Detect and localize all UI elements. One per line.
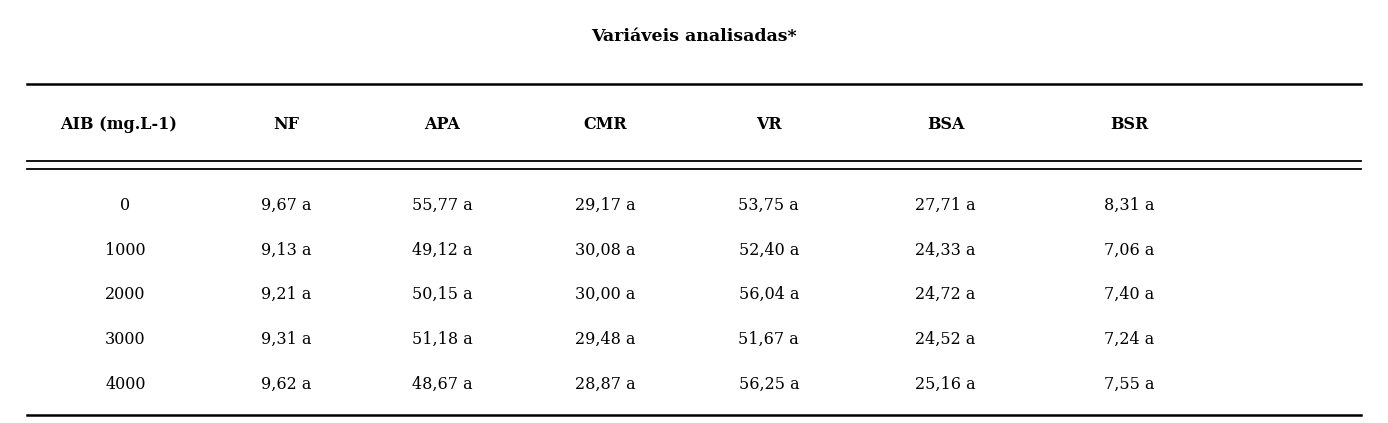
Text: AIB (mg.L-1): AIB (mg.L-1)	[60, 116, 178, 133]
Text: 29,48 a: 29,48 a	[576, 331, 636, 348]
Text: 53,75 a: 53,75 a	[738, 197, 799, 214]
Text: 29,17 a: 29,17 a	[575, 197, 636, 214]
Text: 9,31 a: 9,31 a	[261, 331, 311, 348]
Text: 1000: 1000	[105, 242, 146, 258]
Text: BSR: BSR	[1110, 116, 1148, 133]
Text: 30,08 a: 30,08 a	[576, 242, 636, 258]
Text: 48,67 a: 48,67 a	[412, 376, 473, 393]
Text: BSA: BSA	[927, 116, 965, 133]
Text: 24,52 a: 24,52 a	[916, 331, 976, 348]
Text: 7,40 a: 7,40 a	[1103, 286, 1155, 303]
Text: 0: 0	[121, 197, 130, 214]
Text: 24,72 a: 24,72 a	[916, 286, 976, 303]
Text: 2000: 2000	[105, 286, 146, 303]
Text: 24,33 a: 24,33 a	[916, 242, 976, 258]
Text: 56,04 a: 56,04 a	[738, 286, 799, 303]
Text: CMR: CMR	[584, 116, 627, 133]
Text: 8,31 a: 8,31 a	[1103, 197, 1155, 214]
Text: 9,67 a: 9,67 a	[261, 197, 311, 214]
Text: 30,00 a: 30,00 a	[576, 286, 636, 303]
Text: 7,55 a: 7,55 a	[1103, 376, 1155, 393]
Text: 7,06 a: 7,06 a	[1103, 242, 1155, 258]
Text: 49,12 a: 49,12 a	[412, 242, 472, 258]
Text: 55,77 a: 55,77 a	[412, 197, 473, 214]
Text: 7,24 a: 7,24 a	[1103, 331, 1155, 348]
Text: 9,13 a: 9,13 a	[261, 242, 311, 258]
Text: 51,67 a: 51,67 a	[738, 331, 799, 348]
Text: 52,40 a: 52,40 a	[738, 242, 799, 258]
Text: Variáveis analisadas*: Variáveis analisadas*	[591, 28, 797, 45]
Text: NF: NF	[273, 116, 298, 133]
Text: 27,71 a: 27,71 a	[915, 197, 976, 214]
Text: 50,15 a: 50,15 a	[412, 286, 473, 303]
Text: 51,18 a: 51,18 a	[412, 331, 473, 348]
Text: VR: VR	[756, 116, 781, 133]
Text: 9,62 a: 9,62 a	[261, 376, 311, 393]
Text: 28,87 a: 28,87 a	[575, 376, 636, 393]
Text: 3000: 3000	[105, 331, 146, 348]
Text: 25,16 a: 25,16 a	[915, 376, 976, 393]
Text: 56,25 a: 56,25 a	[738, 376, 799, 393]
Text: 4000: 4000	[105, 376, 146, 393]
Text: APA: APA	[425, 116, 461, 133]
Text: 9,21 a: 9,21 a	[261, 286, 311, 303]
